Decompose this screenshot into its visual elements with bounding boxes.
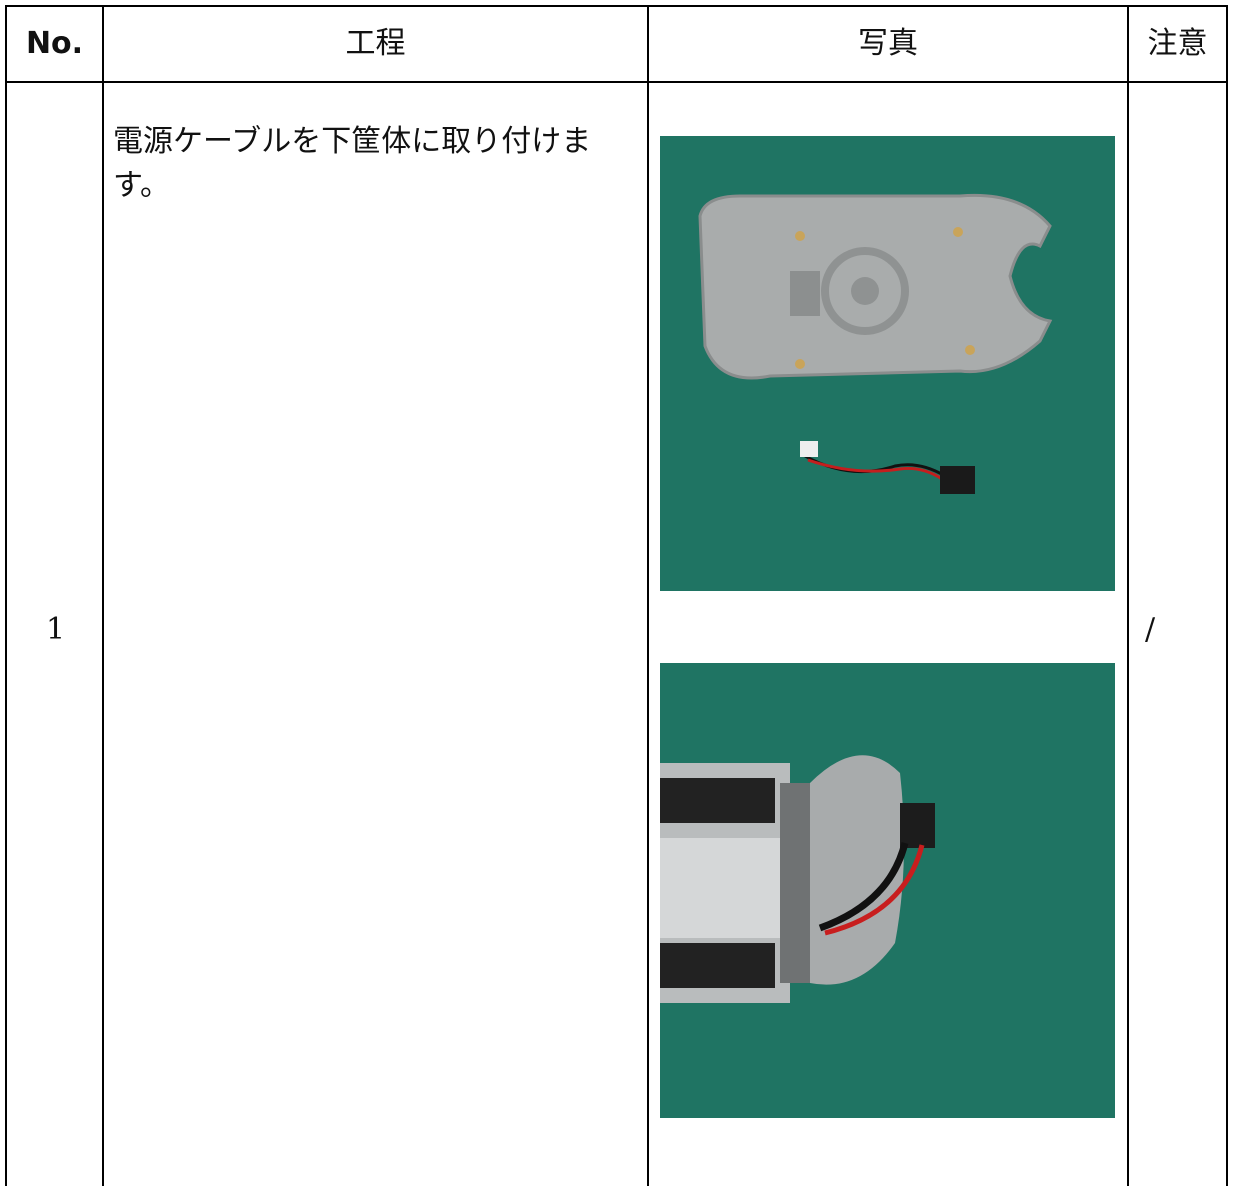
table-border	[1127, 5, 1129, 1186]
table-border	[5, 81, 1228, 83]
header-cell: 注意	[1147, 26, 1208, 61]
header-cell: No.	[25, 26, 84, 61]
header-cell: 写真	[858, 26, 918, 61]
table-border	[647, 5, 649, 1186]
note-text: /	[1145, 612, 1156, 647]
table-border	[102, 5, 104, 1186]
step-text: 電源ケーブルを下筐体に取り付けます。	[113, 124, 592, 203]
photo	[660, 663, 1115, 1118]
row-number: 1	[46, 612, 66, 647]
header-cell: 工程	[345, 26, 406, 61]
photo	[660, 136, 1115, 591]
table-border	[1226, 5, 1228, 1186]
table-border	[5, 5, 7, 1186]
table-border	[5, 5, 1228, 7]
